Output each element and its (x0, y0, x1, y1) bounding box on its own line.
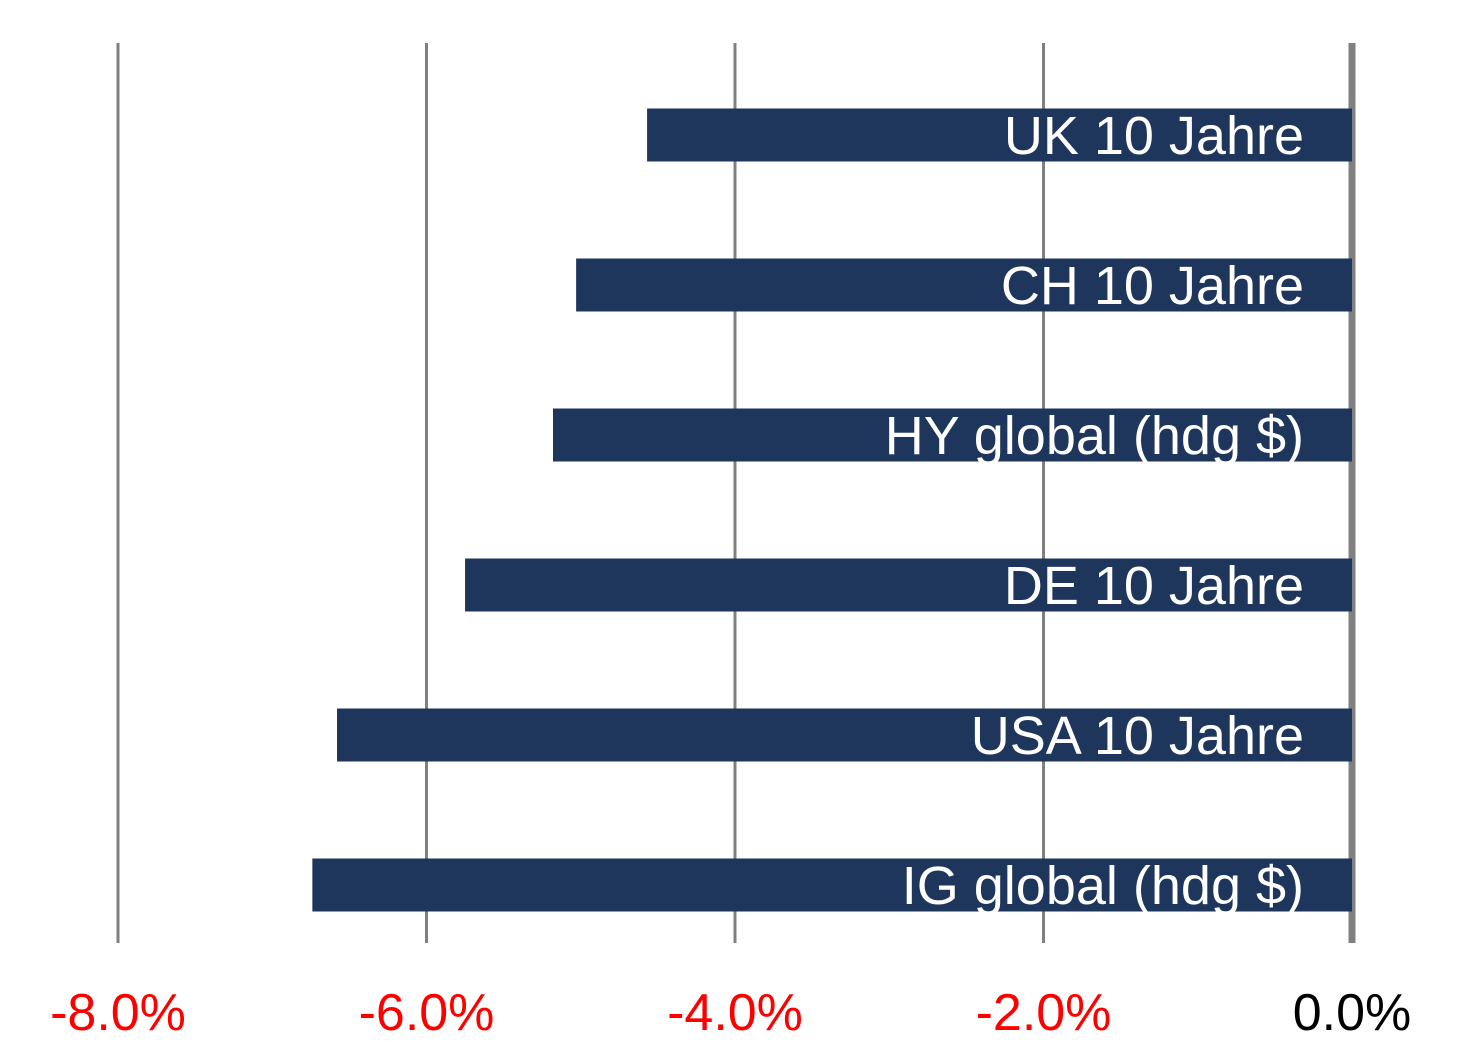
bar-labels: UK 10 Jahre CH 10 Jahre HY global (hdg $) D… (885, 106, 1304, 916)
x-tick-label: 0.0% (1293, 984, 1412, 1042)
bars (312, 108, 1353, 912)
bar (337, 708, 1352, 762)
bar (576, 258, 1352, 312)
x-axis-tick-labels: -8.0% -6.0% -4.0% -2.0% 0.0% (50, 984, 1411, 1042)
bar-category-label: UK 10 Jahre (1004, 106, 1304, 166)
bar-category-label: IG global (hdg $) (902, 856, 1304, 916)
bar-category-label: USA 10 Jahre (971, 706, 1304, 766)
x-tick-label: -6.0% (359, 984, 495, 1042)
gridlines (116, 43, 1356, 943)
bar-category-label: CH 10 Jahre (1001, 256, 1304, 316)
bar (552, 408, 1352, 462)
bar (312, 858, 1353, 912)
x-tick-label: -4.0% (667, 984, 803, 1042)
bar-category-label: DE 10 Jahre (1004, 556, 1304, 616)
x-tick-label: -2.0% (976, 984, 1112, 1042)
x-tick-label: -8.0% (50, 984, 186, 1042)
bar (647, 108, 1352, 162)
bar (465, 558, 1352, 612)
bar-category-label: HY global (hdg $) (885, 406, 1304, 466)
